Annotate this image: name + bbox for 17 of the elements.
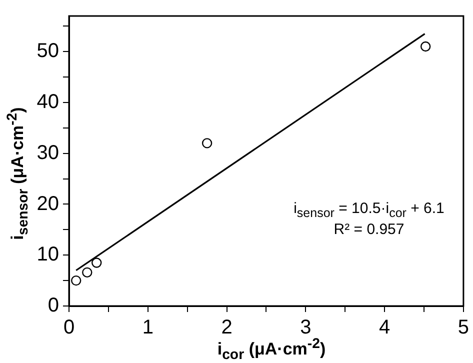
y-tick-label: 30	[36, 142, 59, 164]
point	[420, 41, 431, 52]
y-tick-label: 10	[36, 244, 59, 266]
x-tick-label: 1	[142, 316, 154, 339]
point	[202, 138, 212, 148]
x-tick-label: 4	[378, 316, 390, 339]
y-tick-label: 40	[36, 91, 59, 114]
x-tick-label: 5	[458, 316, 469, 339]
annotation: R² = 0.957	[332, 221, 406, 238]
point	[92, 258, 102, 268]
point	[71, 275, 82, 286]
y-tick-label: 50	[36, 40, 59, 62]
y-tick-label: 20	[36, 192, 59, 215]
point	[82, 267, 92, 278]
annotation: i$_{sensor}$ = 10.5·i$_{cor}$ + 6.1	[292, 200, 446, 220]
y-tick-label: 0	[48, 294, 59, 317]
x-tick-label: 0	[63, 316, 75, 339]
